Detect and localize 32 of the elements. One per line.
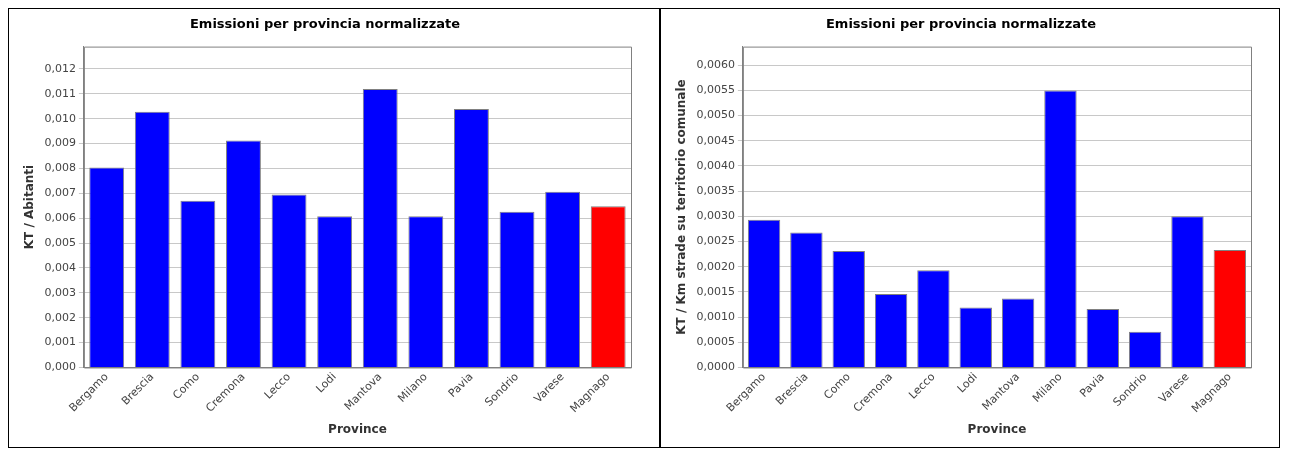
y-tick-label: 0,009 (44, 136, 76, 150)
y-tick-label: 0,010 (44, 111, 76, 125)
y-tick-label: 0,006 (44, 211, 76, 225)
y-tick-label: 0,012 (44, 61, 76, 75)
y-tick-label: 0,008 (44, 161, 76, 175)
y-tick-label: 0,005 (44, 235, 76, 249)
y-tick-label: 0,003 (44, 285, 76, 299)
y-tick-label: 0,0045 (696, 133, 735, 147)
y-tick-label: 0,0015 (696, 284, 735, 298)
y-tick-label: 0,0040 (696, 158, 735, 172)
y-tick-label: 0,001 (44, 335, 76, 349)
y-axis-title: KT / Abitanti (22, 164, 37, 250)
y-tick-label: 0,0050 (696, 108, 735, 122)
y-tick-label: 0,000 (44, 360, 76, 374)
x-axis-title: Province (328, 421, 387, 436)
y-tick-label: 0,0035 (696, 184, 735, 198)
y-tick-label: 0,007 (44, 186, 76, 200)
y-tick-label: 0,011 (44, 86, 76, 100)
y-tick-label: 0,0055 (696, 83, 735, 97)
y-tick-label: 0,004 (44, 260, 76, 274)
y-tick-label: 0,0030 (696, 209, 735, 223)
y-tick-label: 0,0010 (696, 309, 735, 323)
chart-title: Emissioni per provincia normalizzate (189, 16, 461, 32)
y-tick-label: 0,0025 (696, 234, 735, 248)
y-axis-title: KT / Km strade su territorio comunale (674, 79, 689, 335)
chart-title: Emissioni per provincia normalizzate (825, 16, 1097, 32)
x-axis-title: Province (967, 421, 1027, 436)
y-tick-label: 0,0000 (696, 360, 735, 374)
y-tick-label: 0,0005 (696, 335, 735, 349)
y-tick-label: 0,002 (44, 310, 76, 324)
y-tick-label: 0,0020 (696, 259, 735, 273)
y-tick-label: 0,0060 (696, 58, 735, 72)
